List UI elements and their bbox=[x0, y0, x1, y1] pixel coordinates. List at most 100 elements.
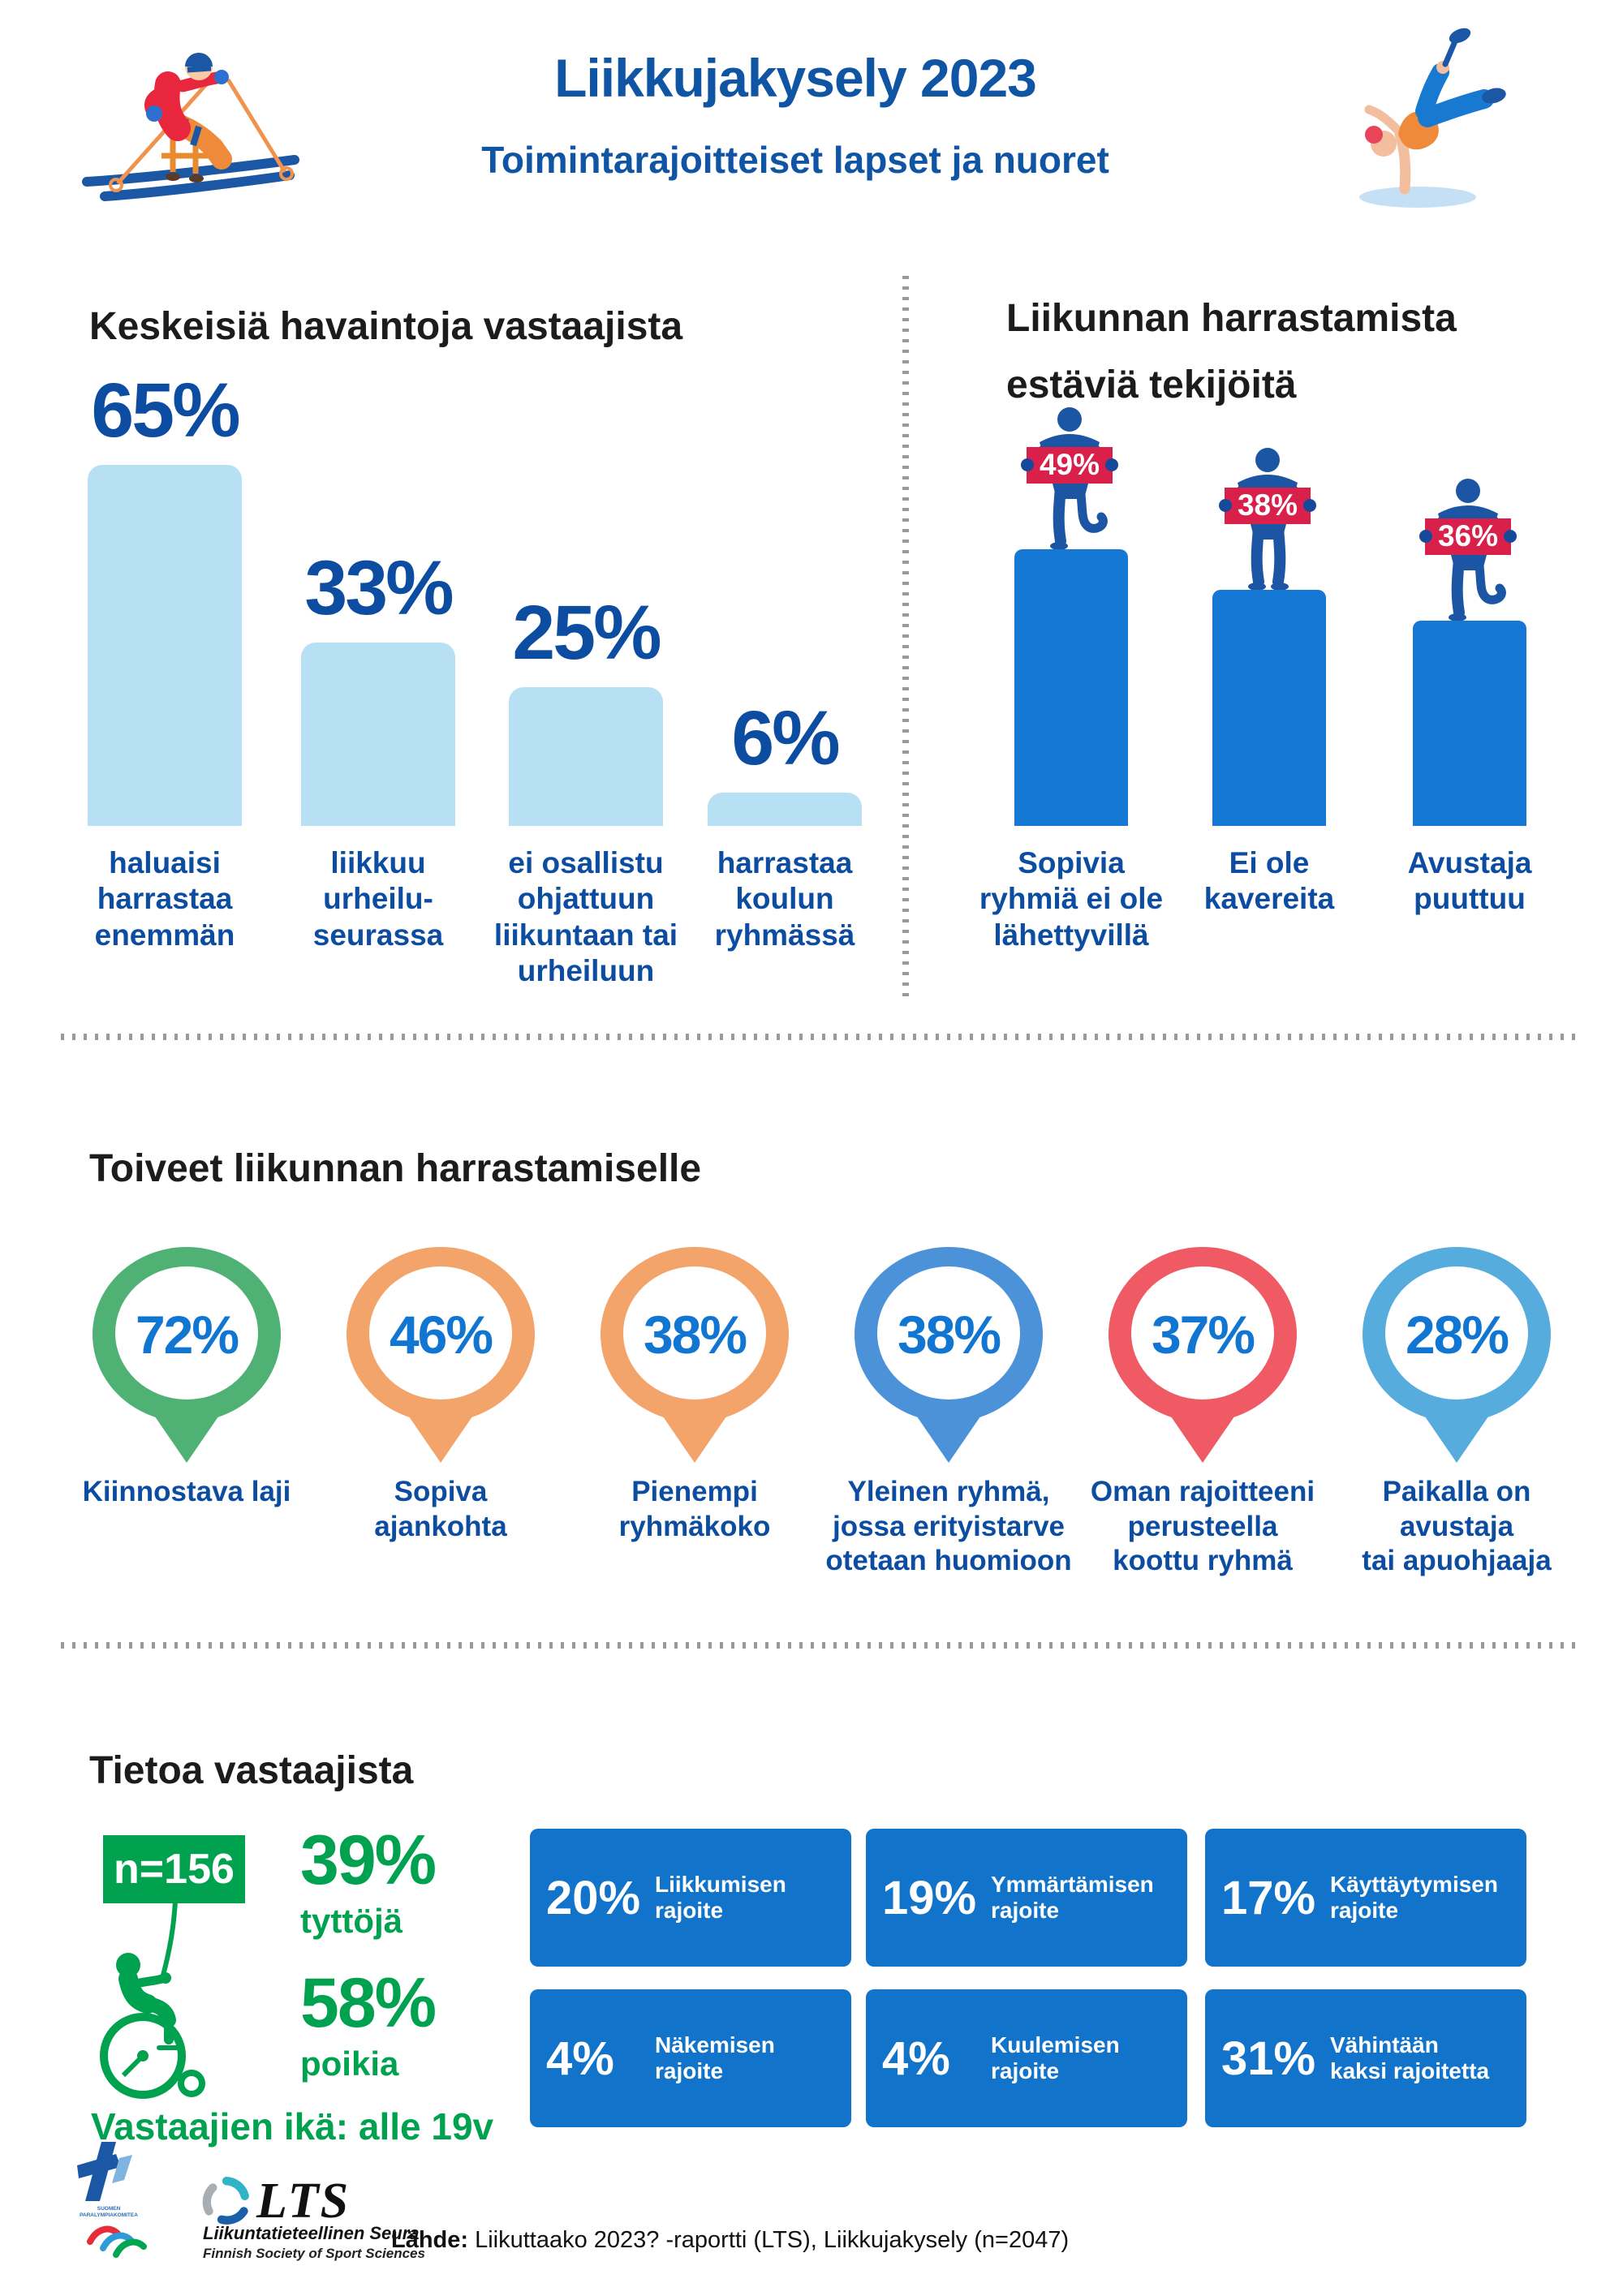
bar-label: liikkuu urheilu- seurassa bbox=[312, 846, 444, 952]
sit-skier-icon bbox=[82, 53, 299, 201]
bar-label: harrastaa koulun ryhmässä bbox=[714, 846, 855, 952]
stat-label: Käyttäytymisen rajoite bbox=[1330, 1871, 1498, 1923]
bar bbox=[509, 687, 663, 826]
svg-text:49%: 49% bbox=[1040, 448, 1100, 481]
stat-label: Liikkumisen rajoite bbox=[655, 1871, 786, 1923]
girls-value: 39% bbox=[300, 1821, 437, 1899]
page-title: Liikkujakysely 2023 bbox=[554, 48, 1037, 108]
boys-label: poikia bbox=[300, 2044, 399, 2083]
observations-heading: Keskeisiä havaintoja vastaajista bbox=[89, 305, 683, 348]
bar-column: 25% bbox=[509, 325, 663, 826]
vertical-dotted-divider bbox=[902, 276, 909, 1000]
wish-value: 37% bbox=[1151, 1305, 1255, 1365]
wish-label: Yleinen ryhmä, jossa erityistarve otetaa… bbox=[825, 1476, 1072, 1577]
svg-text:SUOMEN: SUOMEN bbox=[97, 2206, 121, 2212]
wish-pin: 38% bbox=[851, 1245, 1046, 1464]
stat-label: Näkemisen rajoite bbox=[655, 2032, 775, 2083]
wish-pin: 28% bbox=[1359, 1245, 1554, 1464]
boys-stat: 58% poikia bbox=[300, 1968, 625, 2083]
wish-label: Kiinnostava laji bbox=[82, 1476, 291, 1507]
bar-value: 33% bbox=[304, 545, 454, 631]
stat-value: 31% bbox=[1221, 2032, 1316, 2085]
wish-value: 28% bbox=[1405, 1305, 1509, 1365]
figure-with-sign-icon: 36% bbox=[1419, 479, 1517, 621]
stat-value: 17% bbox=[1221, 1871, 1316, 1924]
bar bbox=[88, 465, 242, 826]
map-pin-icon bbox=[601, 1247, 789, 1463]
map-pin-icon bbox=[93, 1247, 281, 1463]
bar-column: 33% bbox=[301, 325, 455, 826]
bar-label: ei osallistu ohjattuun liikuntaan tai ur… bbox=[493, 846, 678, 988]
girls-label: tyttöjä bbox=[300, 1902, 403, 1940]
wish-pin: 38% bbox=[597, 1245, 792, 1464]
stat-box: 4% Näkemisen rajoite bbox=[530, 1989, 851, 2127]
stat-value: 19% bbox=[882, 1871, 977, 1924]
svg-text:38%: 38% bbox=[1238, 488, 1298, 522]
source-line: Lähde: Liikuttaako 2023? -raportti (LTS),… bbox=[391, 2227, 1069, 2254]
podium-column: 38% bbox=[1212, 365, 1326, 826]
bar-value: 6% bbox=[731, 695, 840, 781]
figure-with-sign-icon: 38% bbox=[1219, 448, 1316, 591]
horizontal-dotted-divider bbox=[61, 1642, 1582, 1649]
bar bbox=[301, 643, 455, 826]
podium-bar bbox=[1413, 621, 1526, 826]
map-pin-icon bbox=[1109, 1247, 1297, 1463]
lts-swirl-icon bbox=[202, 2177, 249, 2225]
podium-column: 36% bbox=[1413, 365, 1526, 826]
wish-pin: 37% bbox=[1105, 1245, 1300, 1464]
n-count-sign: n=156 bbox=[103, 1835, 245, 1903]
map-pin-icon bbox=[347, 1247, 535, 1463]
stat-box: 31% Vähintään kaksi rajoitetta bbox=[1205, 1989, 1526, 2127]
age-note: Vastaajien ikä: alle 19v bbox=[91, 2105, 494, 2148]
bar-value: 65% bbox=[91, 368, 240, 454]
horizontal-dotted-divider bbox=[61, 1034, 1582, 1040]
wish-value: 38% bbox=[897, 1305, 1001, 1365]
lts-english-name: Finnish Society of Sport Sciences bbox=[203, 2246, 425, 2261]
page-subtitle: Toimintarajoitteiset lapset ja nuoret bbox=[481, 139, 1109, 181]
map-pin-icon bbox=[855, 1247, 1043, 1463]
stat-label: Ymmärtämisen rajoite bbox=[991, 1871, 1154, 1923]
bar-value: 25% bbox=[512, 590, 661, 676]
stat-box: 19% Ymmärtämisen rajoite bbox=[866, 1829, 1187, 1967]
source-text: Liikuttaako 2023? -raportti (LTS), Liikk… bbox=[475, 2227, 1070, 2253]
wish-pin: 46% bbox=[343, 1245, 538, 1464]
wheelchair-person-icon bbox=[100, 1901, 205, 2099]
wish-label: Paikalla on avustaja tai apuohjaaja bbox=[1362, 1476, 1552, 1577]
wish-label: Sopiva ajankohta bbox=[374, 1476, 507, 1542]
figure-with-sign-icon: 49% bbox=[1021, 407, 1118, 550]
podium-bar bbox=[1212, 590, 1326, 826]
stat-box: 17% Käyttäytymisen rajoite bbox=[1205, 1829, 1526, 1967]
wish-pin: 72% bbox=[89, 1245, 284, 1464]
stat-value: 4% bbox=[882, 2032, 950, 2085]
barriers-heading: Liikunnan harrastamista estäviä tekijöit… bbox=[1006, 297, 1457, 406]
lts-wordmark: LTS bbox=[256, 2173, 351, 2229]
bar-column: 6% bbox=[708, 325, 862, 826]
bar-label: haluaisi harrastaa enemmän bbox=[94, 846, 235, 952]
podium-label: Sopivia ryhmiä ei ole lähettyvillä bbox=[979, 846, 1164, 952]
wishes-heading: Toiveet liikunnan harrastamiselle bbox=[89, 1147, 702, 1190]
svg-text:PARALYMPIAKOMITEA: PARALYMPIAKOMITEA bbox=[80, 2212, 138, 2218]
podium-label: Ei ole kavereita bbox=[1203, 846, 1335, 916]
stat-value: 4% bbox=[546, 2032, 614, 2085]
stat-value: 20% bbox=[546, 1871, 641, 1924]
stat-label: Vähintään kaksi rajoitetta bbox=[1330, 2032, 1490, 2083]
stat-label: Kuulemisen rajoite bbox=[991, 2032, 1120, 2083]
respondents-heading: Tietoa vastaajista bbox=[89, 1749, 414, 1792]
podium-column: 49% bbox=[1014, 365, 1128, 826]
podium-bar bbox=[1014, 549, 1128, 826]
bar-column: 65% bbox=[88, 325, 242, 826]
wish-value: 46% bbox=[389, 1305, 493, 1365]
gymnast-icon bbox=[1359, 28, 1506, 208]
wish-label: Pienempi ryhmäkoko bbox=[618, 1476, 771, 1542]
map-pin-icon bbox=[1363, 1247, 1551, 1463]
source-label: Lähde: bbox=[391, 2227, 469, 2253]
boys-value: 58% bbox=[300, 1964, 437, 2042]
girls-stat: 39% tyttöjä bbox=[300, 1825, 625, 1941]
stat-box: 20% Liikkumisen rajoite bbox=[530, 1829, 851, 1967]
svg-text:36%: 36% bbox=[1438, 519, 1498, 553]
wish-label: Oman rajoitteeni perusteella koottu ryhm… bbox=[1090, 1476, 1315, 1577]
wish-value: 72% bbox=[135, 1305, 239, 1365]
podium-label: Avustaja puuttuu bbox=[1407, 846, 1532, 916]
paralympic-committee-logo: SUOMEN PARALYMPIAKOMITEA bbox=[77, 2142, 147, 2258]
